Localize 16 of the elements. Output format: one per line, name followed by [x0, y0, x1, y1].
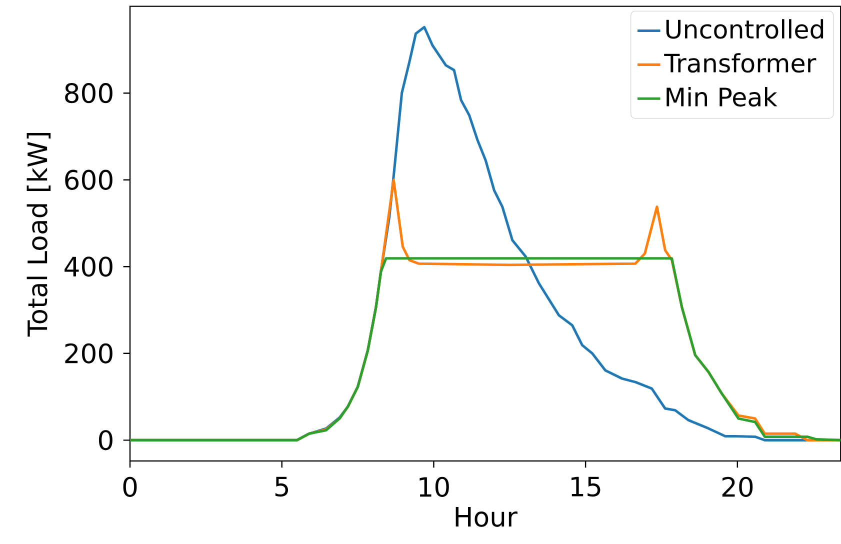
legend-label: Transformer: [664, 53, 816, 73]
legend-label: Uncontrolled: [666, 19, 824, 39]
y-tick-label: 600: [65, 170, 112, 190]
line-series: [130, 257, 841, 442]
y-axis-title: Total Load [kW]: [26, 133, 51, 337]
x-tick-label: 15: [572, 476, 600, 497]
legend-label: Min Peak: [666, 86, 778, 107]
y-tick-label: 200: [65, 343, 112, 364]
x-tick-label: 5: [275, 476, 288, 497]
y-tick-label: 0: [98, 430, 112, 450]
y-tick-label: 800: [65, 83, 112, 104]
y-tick-label: 400: [64, 256, 112, 277]
x-tick-label: 20: [722, 476, 753, 497]
x-axis-title: Hour: [456, 507, 518, 527]
x-tick-label: 0: [123, 476, 137, 497]
x-tick-label: 10: [420, 476, 449, 497]
